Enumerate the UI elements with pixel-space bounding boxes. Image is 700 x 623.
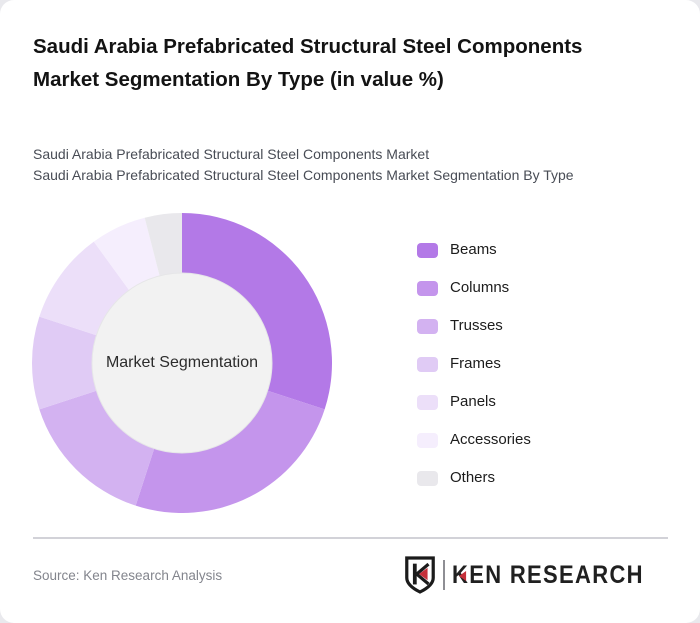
legend-row: Beams [417,242,531,258]
subtitle-market: Saudi Arabia Prefabricated Structural St… [33,146,430,162]
footer-divider [33,537,668,539]
logo-divider-bar [442,560,445,590]
legend-label: Accessories [450,431,531,448]
logo-wordmark: K EN RESEARCH [452,561,644,590]
legend-label: Panels [450,393,496,410]
legend-swatch [417,242,438,258]
logo-red-triangle-icon [458,570,467,581]
subtitle-segmentation: Saudi Arabia Prefabricated Structural St… [33,167,574,183]
donut-segment-columns [135,390,325,513]
legend-swatch [417,318,438,334]
donut-segment-trusses [39,390,155,506]
legend-label: Columns [450,279,510,296]
logo-shield-k-icon [405,556,435,594]
logo-shield-red-triangle-icon [419,567,428,581]
donut-segment-frames [32,316,97,410]
legend-row: Accessories [417,432,531,448]
legend-swatch [417,280,438,296]
logo-wordmark-rest: EN RESEARCH [469,560,644,589]
logo-wordmark-k: K [451,560,470,589]
legend-swatch [417,394,438,410]
legend: Beams Columns Trusses Frames Panels Acce… [417,242,531,508]
legend-label: Beams [450,241,497,258]
legend-row: Columns [417,280,531,296]
legend-swatch [417,432,438,448]
legend-swatch [417,356,438,372]
donut-segment-others [144,213,182,276]
legend-swatch [417,470,438,486]
donut-segment-beams [182,213,332,410]
donut-svg [32,213,332,513]
legend-label: Others [450,469,496,486]
donut-hole [91,272,273,454]
donut-segment-accessories [93,217,160,291]
legend-row: Others [417,470,531,486]
ken-research-logo: K EN RESEARCH [403,554,670,596]
legend-label: Frames [450,355,501,372]
source-text: Source: Ken Research Analysis [33,568,223,583]
page-title: Saudi Arabia Prefabricated Structural St… [33,35,583,91]
legend-row: Trusses [417,318,531,334]
donut-chart [32,213,332,513]
legend-row: Frames [417,356,531,372]
legend-row: Panels [417,394,531,410]
legend-label: Trusses [450,317,503,334]
donut-segment-panels [39,241,130,336]
